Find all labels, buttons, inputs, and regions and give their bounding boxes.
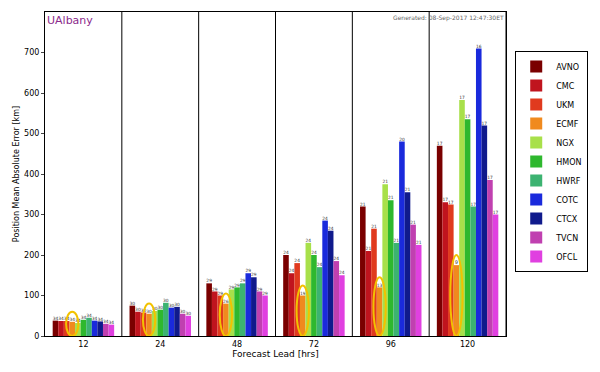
svg-text:30: 30	[152, 306, 158, 311]
svg-text:17: 17	[459, 95, 465, 100]
svg-text:OFCL: OFCL	[556, 253, 577, 262]
svg-text:HMON: HMON	[556, 158, 581, 167]
svg-text:400: 400	[24, 170, 39, 179]
svg-text:17: 17	[482, 121, 488, 126]
svg-text:21: 21	[405, 187, 411, 192]
svg-text:17: 17	[465, 114, 471, 119]
svg-text:30: 30	[135, 307, 141, 312]
svg-text:24: 24	[333, 256, 339, 261]
svg-text:HWRF: HWRF	[556, 177, 580, 186]
svg-text:34: 34	[109, 320, 115, 325]
svg-text:30: 30	[180, 309, 186, 314]
svg-text:21: 21	[366, 246, 372, 251]
svg-text:29: 29	[257, 287, 263, 292]
svg-text:34: 34	[103, 319, 109, 324]
svg-text:NGX: NGX	[556, 139, 574, 148]
svg-text:30: 30	[174, 302, 180, 307]
svg-text:COTC: COTC	[556, 196, 578, 205]
svg-text:29: 29	[218, 291, 224, 296]
svg-text:24: 24	[155, 340, 165, 349]
svg-text:30: 30	[185, 311, 191, 316]
svg-text:29: 29	[206, 278, 212, 283]
svg-text:29: 29	[251, 272, 257, 277]
svg-text:21: 21	[388, 195, 394, 200]
svg-text:ECMF: ECMF	[556, 120, 579, 129]
svg-text:34: 34	[53, 316, 59, 321]
svg-text:34: 34	[58, 316, 64, 321]
svg-text:24: 24	[294, 258, 300, 263]
svg-text:300: 300	[24, 210, 39, 219]
svg-text:29: 29	[240, 278, 246, 283]
svg-text:9: 9	[455, 259, 458, 265]
svg-text:CMC: CMC	[556, 82, 574, 91]
svg-text:24: 24	[306, 238, 312, 243]
svg-text:500: 500	[24, 129, 39, 138]
svg-text:24: 24	[283, 250, 289, 255]
svg-text:34: 34	[75, 318, 81, 323]
svg-text:TVCN: TVCN	[555, 234, 578, 243]
svg-text:Generated: 08-Sep-2017 12:47:3: Generated: 08-Sep-2017 12:47:30ET	[393, 14, 504, 22]
svg-text:26: 26	[223, 299, 229, 304]
svg-text:72: 72	[309, 340, 319, 349]
svg-text:UAlbany: UAlbany	[47, 14, 93, 27]
svg-text:24: 24	[317, 262, 323, 267]
svg-text:Forecast Lead [hrs]: Forecast Lead [hrs]	[232, 349, 319, 359]
svg-text:CTCX: CTCX	[556, 215, 578, 224]
svg-text:12: 12	[78, 340, 88, 349]
svg-text:200: 200	[24, 251, 39, 260]
svg-text:29: 29	[234, 283, 240, 288]
svg-text:34: 34	[97, 317, 103, 322]
svg-text:30: 30	[130, 301, 136, 306]
svg-text:17: 17	[487, 175, 493, 180]
svg-text:600: 600	[24, 89, 39, 98]
svg-text:UKM: UKM	[556, 101, 574, 110]
svg-text:21: 21	[360, 202, 366, 207]
svg-text:30: 30	[163, 298, 169, 303]
svg-text:24: 24	[322, 216, 328, 221]
svg-text:17: 17	[448, 200, 454, 205]
svg-text:700: 700	[24, 48, 39, 57]
svg-text:29: 29	[212, 287, 218, 292]
svg-text:30: 30	[157, 305, 163, 310]
svg-text:34: 34	[81, 315, 87, 320]
svg-text:30: 30	[141, 308, 147, 313]
svg-text:21: 21	[382, 179, 388, 184]
svg-text:17: 17	[437, 141, 443, 146]
svg-text:24: 24	[339, 270, 345, 275]
svg-text:Position Mean Absolute Error [: Position Mean Absolute Error [km]	[12, 106, 21, 242]
svg-text:30: 30	[146, 309, 152, 314]
svg-text:34: 34	[69, 317, 75, 322]
svg-text:17: 17	[442, 197, 448, 202]
svg-text:120: 120	[460, 340, 475, 349]
svg-text:20: 20	[399, 137, 405, 142]
svg-text:34: 34	[64, 316, 70, 321]
svg-text:13: 13	[377, 283, 383, 288]
svg-text:48: 48	[232, 340, 242, 349]
svg-text:19: 19	[300, 291, 306, 296]
svg-text:34: 34	[92, 316, 98, 321]
svg-text:16: 16	[476, 44, 482, 49]
svg-text:96: 96	[386, 340, 396, 349]
svg-text:AVNO: AVNO	[556, 63, 579, 72]
svg-text:30: 30	[169, 303, 175, 308]
svg-text:21: 21	[394, 238, 400, 243]
svg-text:24: 24	[311, 250, 317, 255]
svg-text:24: 24	[328, 226, 334, 231]
svg-text:21: 21	[410, 220, 416, 225]
svg-text:29: 29	[262, 291, 268, 296]
svg-text:17: 17	[493, 210, 499, 215]
svg-text:0: 0	[34, 332, 39, 341]
svg-text:29: 29	[245, 268, 251, 273]
svg-text:29: 29	[229, 285, 235, 290]
svg-text:34: 34	[86, 313, 92, 318]
svg-text:100: 100	[24, 291, 39, 300]
svg-text:24: 24	[289, 268, 295, 273]
svg-text:21: 21	[416, 240, 422, 245]
svg-text:17: 17	[470, 202, 476, 207]
svg-text:21: 21	[371, 224, 377, 229]
